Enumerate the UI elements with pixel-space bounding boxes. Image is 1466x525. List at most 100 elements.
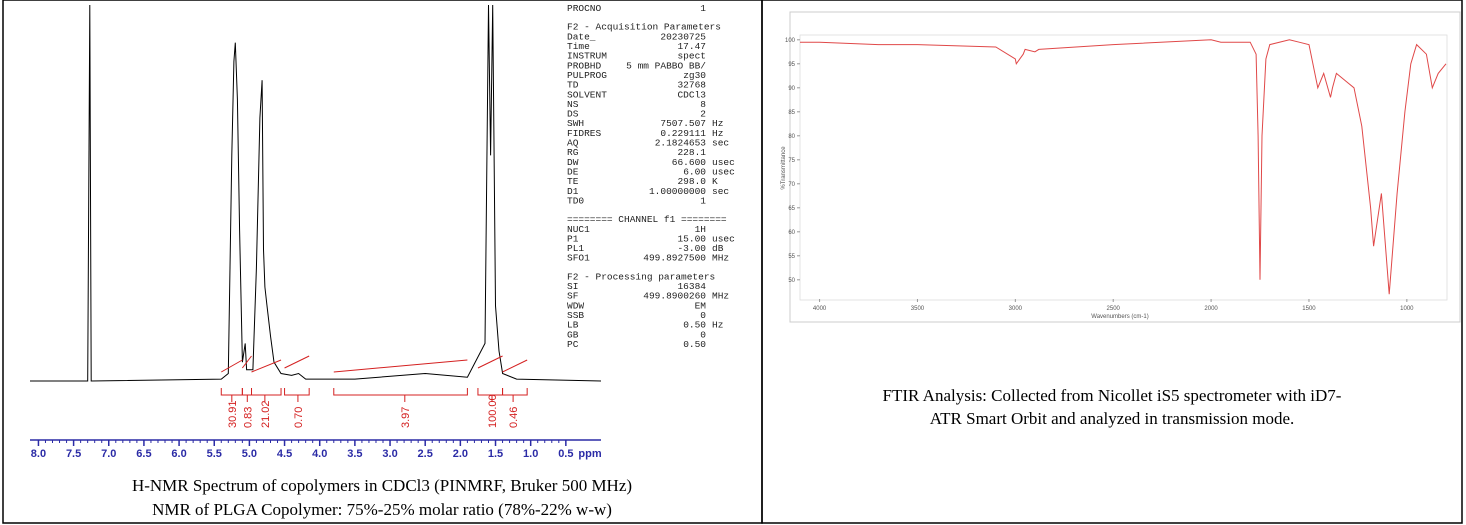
integral-label: 21.02 <box>260 400 272 428</box>
param-key: SI <box>567 281 578 292</box>
x-tick-label: 0.5 <box>558 448 573 460</box>
x-tick-label: 3.5 <box>347 448 362 460</box>
param-key: LB <box>567 320 579 331</box>
param-value: 20230725 <box>660 31 706 42</box>
y-tick-label: 95 <box>788 62 795 68</box>
integral-bracket <box>241 388 253 402</box>
param-key: GB <box>567 329 579 340</box>
param-value: 0.50 <box>683 320 706 331</box>
param-unit: Hz <box>712 320 723 331</box>
param-value: 7507.507 <box>660 118 706 129</box>
y-tick-label: 50 <box>788 278 795 284</box>
integral-label: 100.00 <box>487 394 499 428</box>
integral-bracket <box>333 388 468 402</box>
integral-label: 30.91 <box>227 400 239 428</box>
param-unit: MHz <box>712 253 729 264</box>
param-key: NUC1 <box>567 224 590 235</box>
x-axis-label: ppm <box>578 448 601 460</box>
param-value: 1.00000000 <box>649 186 706 197</box>
caption: ATR Smart Orbit and analyzed in transmis… <box>930 409 1295 428</box>
x-tick-label: 3000 <box>1009 306 1023 312</box>
param-value: 6.00 <box>683 166 706 177</box>
param-value: zg30 <box>683 70 706 81</box>
param-key: DW <box>567 157 579 168</box>
spectrum-line <box>30 4 602 382</box>
param-key: TD0 <box>567 195 584 206</box>
param-value: 0.229111 <box>660 128 706 139</box>
param-value: -3.00 <box>677 243 706 254</box>
param-key: DE <box>567 166 579 177</box>
integral-curve <box>477 355 503 369</box>
x-tick-label: 4.0 <box>312 448 327 460</box>
param-unit: Hz <box>712 118 723 129</box>
param-unit: Hz <box>712 128 723 139</box>
x-tick-label: 1.0 <box>523 448 538 460</box>
x-tick-label: 3500 <box>911 306 925 312</box>
param-unit: sec <box>712 138 729 149</box>
param-key: PC <box>567 339 579 350</box>
caption: NMR of PLGA Copolymer: 75%-25% molar rat… <box>152 500 612 519</box>
param-value: spect <box>677 51 706 62</box>
param-heading: ======== CHANNEL f1 ======== <box>567 214 727 225</box>
param-key: SFO1 <box>567 253 590 264</box>
integral-curve <box>221 359 243 373</box>
param-key: PL1 <box>567 243 584 254</box>
param-key: TD <box>567 80 579 91</box>
integral-label: 0.46 <box>508 407 520 428</box>
y-tick-label: 80 <box>788 134 795 140</box>
param-value: 5 mm PABBO BB/ <box>626 60 706 71</box>
x-tick-label: 5.0 <box>242 448 257 460</box>
param-value: 66.600 <box>672 157 707 168</box>
param-value: 499.8900260 <box>643 291 706 302</box>
param-key: SF <box>567 291 579 302</box>
integral-curve <box>284 355 310 369</box>
param-value: CDCl3 <box>677 89 706 100</box>
x-tick-label: 5.5 <box>207 448 222 460</box>
y-tick-label: 85 <box>788 110 795 116</box>
y-tick-label: 55 <box>788 254 795 260</box>
x-tick-label: 1.5 <box>488 448 503 460</box>
param-unit: MHz <box>712 291 729 302</box>
param-value: 2.1824653 <box>655 138 707 149</box>
integral-curve <box>333 359 468 373</box>
param-key: Time <box>567 41 590 52</box>
param-value: 0.50 <box>683 339 706 350</box>
param-value: 298.0 <box>677 176 706 187</box>
x-tick-label: 7.0 <box>101 448 116 460</box>
x-tick-label: 4.5 <box>277 448 292 460</box>
param-key: NS <box>567 99 579 110</box>
param-value: 17.47 <box>677 41 706 52</box>
x-tick-label: 4000 <box>813 306 827 312</box>
param-key: PULPROG <box>567 70 607 81</box>
x-tick-label: 8.0 <box>31 448 46 460</box>
x-tick-label: 3.0 <box>382 448 397 460</box>
y-tick-label: 60 <box>788 230 795 236</box>
param-key: RG <box>567 147 579 158</box>
param-value: 228.1 <box>677 147 706 158</box>
integral-label: 3.97 <box>400 407 412 428</box>
param-key: D1 <box>567 186 579 197</box>
param-key: INSTRUM <box>567 51 607 62</box>
param-key: DS <box>567 109 579 120</box>
param-key: AQ <box>567 138 579 149</box>
x-tick-label: 2000 <box>1204 306 1218 312</box>
y-tick-label: 70 <box>788 182 795 188</box>
x-tick-label: 2.0 <box>453 448 468 460</box>
param-value: 2 <box>700 109 706 120</box>
param-value: 8 <box>700 99 706 110</box>
param-unit: dB <box>712 243 724 254</box>
x-tick-label: 6.5 <box>136 448 151 460</box>
integral-curve <box>241 355 252 369</box>
param-value: 1H <box>695 224 706 235</box>
x-tick-label: 6.0 <box>171 448 186 460</box>
param-value: 0 <box>700 329 706 340</box>
param-unit: usec <box>712 233 735 244</box>
param-value: 1 <box>700 3 706 14</box>
integral-curve <box>251 359 282 373</box>
param-key: SSB <box>567 310 584 321</box>
y-tick-label: 100 <box>785 38 796 44</box>
param-key: TE <box>567 176 579 187</box>
param-value: 32768 <box>677 80 706 91</box>
y-tick-label: 75 <box>788 158 795 164</box>
